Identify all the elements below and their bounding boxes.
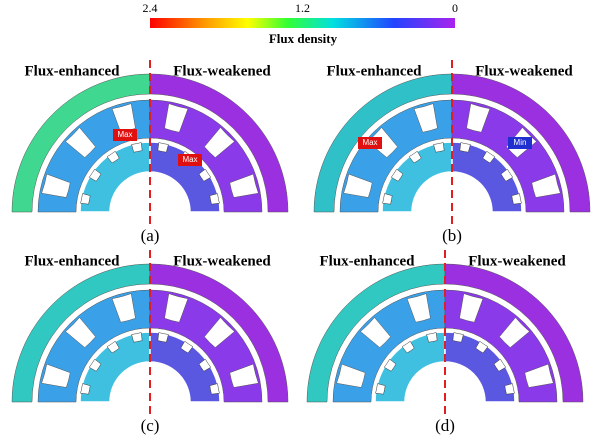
- pole: [158, 143, 169, 153]
- annotation: Min: [514, 138, 527, 147]
- pole: [427, 333, 438, 343]
- figure: Flux density 2.4 1.2 0 Flux-enhanced Flux-we…: [0, 0, 608, 439]
- header-right: Flux-weakened: [173, 63, 271, 79]
- pole: [512, 194, 522, 205]
- pole: [132, 333, 143, 343]
- pole: [434, 143, 445, 153]
- panel-label: (c): [141, 416, 160, 435]
- header-left: Flux-enhanced: [24, 63, 120, 79]
- pole: [132, 143, 143, 153]
- pole: [376, 384, 386, 395]
- header-right: Flux-weakened: [475, 63, 573, 79]
- header-left: Flux-enhanced: [326, 63, 422, 79]
- header-left: Flux-enhanced: [24, 253, 120, 269]
- colorbar: [150, 18, 455, 28]
- pole: [505, 384, 515, 395]
- colorbar-title: Flux density: [269, 31, 338, 46]
- annotation: Max: [117, 130, 132, 139]
- panel-label: (b): [442, 226, 462, 245]
- pole: [210, 384, 220, 395]
- panel-label: (d): [435, 416, 455, 435]
- pole: [383, 194, 393, 205]
- pole: [81, 384, 91, 395]
- colorbar-tick-label: 2.4: [143, 1, 158, 15]
- pole: [158, 333, 169, 343]
- header-left: Flux-enhanced: [319, 253, 415, 269]
- pole: [460, 143, 471, 153]
- annotation: Max: [182, 155, 197, 164]
- pole: [81, 194, 91, 205]
- pole: [453, 333, 464, 343]
- header-right: Flux-weakened: [173, 253, 271, 269]
- pole: [210, 194, 220, 205]
- header-right: Flux-weakened: [468, 253, 566, 269]
- colorbar-tick-label: 0: [452, 1, 458, 15]
- annotation: Max: [362, 138, 377, 147]
- panel-label: (a): [141, 226, 160, 245]
- colorbar-tick-label: 1.2: [295, 1, 310, 15]
